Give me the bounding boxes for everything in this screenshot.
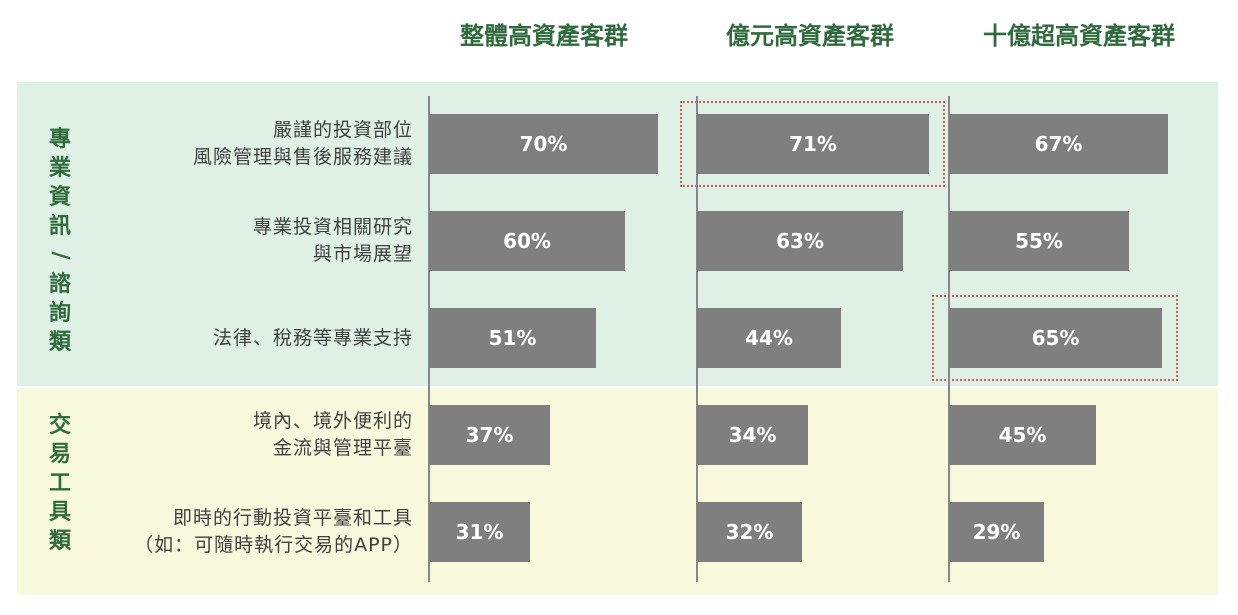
row-label-5: 即時的行動投資平臺和工具 （如：可隨時執行交易的APP） [90,505,413,559]
row-label-4: 境內、境外便利的金流與管理平臺 [90,408,413,462]
row-label-line: 與市場展望 [312,243,413,265]
highlight-box-2 [932,295,1178,381]
bar-series3-row3: 65% [949,308,1162,368]
row-label-line: 金流與管理平臺 [272,437,413,459]
bar-value-label: 51% [488,326,537,350]
bar-value-label: 65% [1031,326,1080,350]
bar-series3-row5: 29% [949,502,1044,562]
category-title-1: 專業資訊 / 諮詢類 [47,127,73,355]
bar-series3-row1: 67% [949,114,1168,174]
bar-value-label: 70% [519,132,568,156]
bar-value-label: 63% [776,229,824,253]
bar-series1-row3: 51% [429,308,596,368]
bar-value-label: 29% [972,520,1021,544]
bar-series1-row4: 37% [429,405,550,465]
column-header-2: 億元高資產客群 [726,22,894,50]
row-label-line: 風險管理與售後服務建議 [192,146,413,168]
column-header-1: 整體高資產客群 [460,22,628,50]
row-label-3: 法律、稅務等專業支持 [90,325,413,352]
bar-value-label: 44% [745,326,793,350]
bar-value-label: 60% [503,229,551,253]
row-label-line: 專業投資相關研究 [252,216,413,238]
bar-value-label: 32% [725,520,774,544]
bar-series2-row3: 44% [697,308,841,368]
row-label-line: 嚴謹的投資部位 [272,119,413,141]
bar-value-label: 71% [789,132,837,156]
row-label-line: （如：可隨時執行交易的APP） [134,534,413,556]
bar-value-label: 45% [998,423,1047,447]
category-title-2: 交易工具類 [48,413,71,554]
bar-series3-row2: 55% [949,211,1129,271]
bar-value-label: 37% [465,423,514,447]
bar-series2-row1: 71% [697,114,929,174]
row-label-1: 嚴謹的投資部位風險管理與售後服務建議 [90,117,413,171]
highlight-box-1 [680,101,945,187]
bar-series1-row2: 60% [429,211,625,271]
column-header-3: 十億超高資產客群 [983,22,1175,50]
bar-series1-row1: 70% [429,114,658,174]
bar-series3-row4: 45% [949,405,1096,465]
bar-value-label: 34% [728,423,777,447]
bar-series2-row2: 63% [697,211,903,271]
bar-series2-row5: 32% [697,502,802,562]
bar-value-label: 67% [1034,132,1083,156]
row-label-line: 即時的行動投資平臺和工具 [172,507,413,529]
bar-value-label: 55% [1015,229,1063,253]
bar-series2-row4: 34% [697,405,808,465]
row-label-line: 法律、稅務等專業支持 [212,327,413,349]
bar-series1-row5: 31% [429,502,530,562]
bar-value-label: 31% [455,520,504,544]
row-label-line: 境內、境外便利的 [252,410,413,432]
row-label-2: 專業投資相關研究與市場展望 [90,214,413,268]
